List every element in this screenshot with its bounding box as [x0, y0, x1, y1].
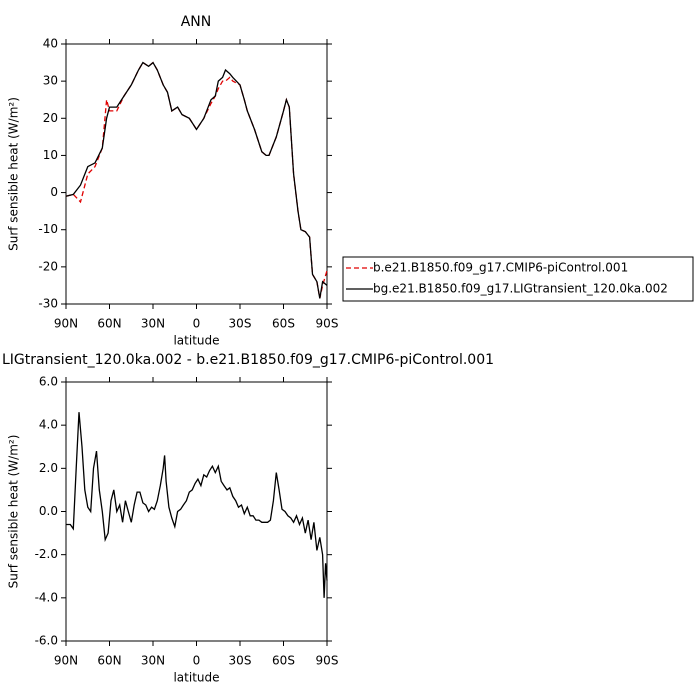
y-tick-label: 0 [50, 185, 58, 199]
y-tick-label: 10 [43, 148, 58, 162]
data-line [66, 412, 328, 598]
series-line [65, 61, 328, 299]
y-tick-label: 4.0 [39, 418, 58, 432]
y-axis-label: Surf sensible heat (W/m²) [7, 97, 21, 251]
x-tick-label: 0 [193, 317, 201, 331]
plot-frame [65, 381, 328, 642]
y-tick-label: 30 [43, 74, 58, 88]
x-axis-label: latitude [173, 334, 219, 348]
x-tick-label: 90S [316, 654, 339, 668]
y-tick-label: -30 [38, 297, 58, 311]
x-tick-label: 60S [272, 317, 295, 331]
y-tick-label: 2.0 [39, 461, 58, 475]
chart-title: LIGtransient_120.0ka.002 - b.e21.B1850.f… [2, 352, 494, 368]
y-tick-label: -20 [38, 259, 58, 273]
x-tick-label: 30S [229, 317, 252, 331]
x-tick-label: 60S [272, 654, 295, 668]
y-tick-label: 40 [43, 37, 58, 51]
y-tick-label: -6.0 [35, 634, 58, 648]
x-tick-label: 30S [229, 654, 252, 668]
y-tick-label: -10 [38, 222, 58, 236]
x-tick-label: 0 [193, 654, 201, 668]
x-tick-label: 60N [97, 317, 121, 331]
y-tick-label: -2.0 [35, 547, 58, 561]
legend: b.e21.B1850.f09_g17.CMIP6-piControl.001b… [342, 256, 694, 302]
x-tick-label: 90N [54, 654, 78, 668]
y-tick-label: -4.0 [35, 590, 58, 604]
y-tick-label: 6.0 [39, 375, 58, 389]
x-tick-label: 30N [141, 317, 165, 331]
plot-frame [65, 43, 328, 305]
y-axis-label: Surf sensible heat (W/m²) [7, 435, 21, 589]
chart-title: ANN [181, 14, 212, 30]
x-tick-label: 60N [97, 654, 121, 668]
y-tick-label: 20 [43, 111, 58, 125]
x-axis-label: latitude [173, 671, 219, 685]
legend-label: b.e21.B1850.f09_g17.CMIP6-piControl.001 [373, 261, 628, 275]
legend-box [342, 256, 694, 302]
x-tick-label: 90N [54, 317, 78, 331]
legend-label: bg.e21.B1850.f09_g17.LIGtransient_120.0k… [373, 282, 668, 296]
x-tick-label: 90S [316, 317, 339, 331]
y-tick-label: 0.0 [39, 504, 58, 518]
series-line [65, 61, 328, 299]
x-tick-label: 30N [141, 654, 165, 668]
